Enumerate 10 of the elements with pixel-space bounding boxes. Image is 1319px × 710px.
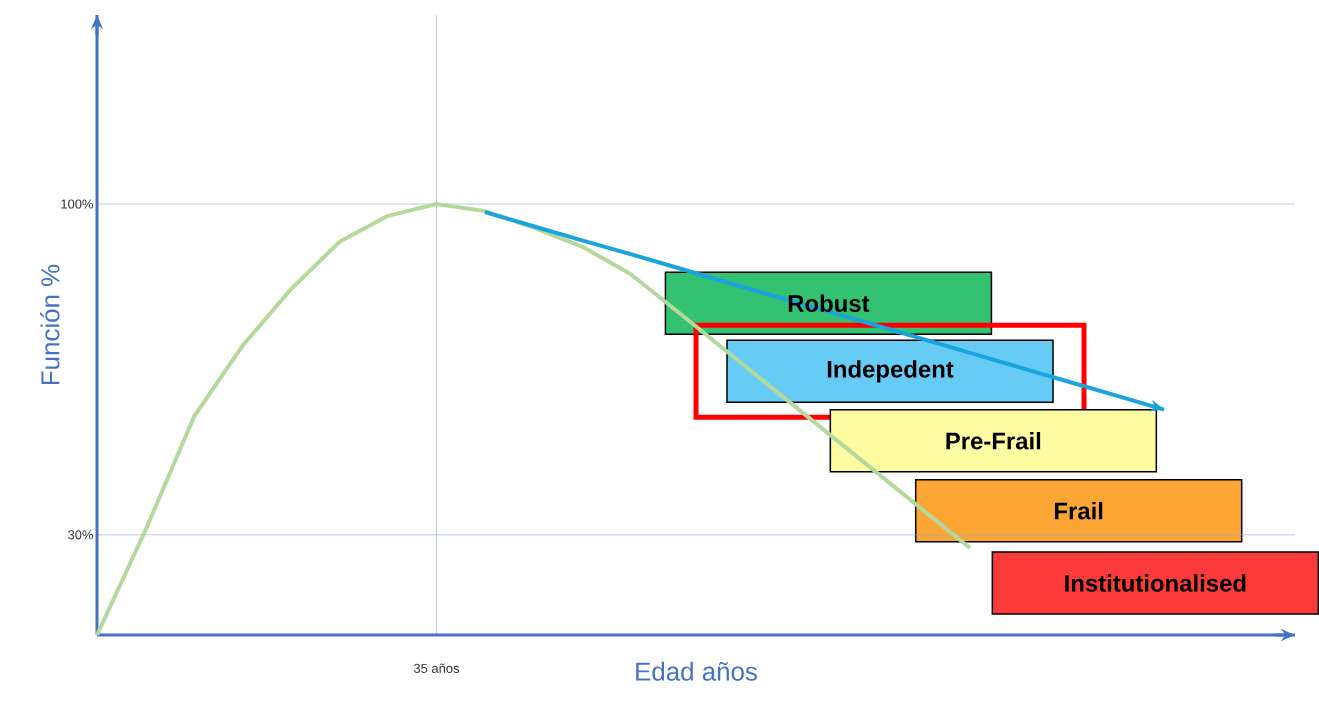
annotation: Institutionalised — [1065, 574, 1246, 592]
annotation: Indepedent — [827, 360, 954, 383]
x-tick-label: 35 años — [413, 663, 460, 673]
x-axis-title: Edad años — [636, 661, 757, 681]
y-axis-title: Función % — [40, 264, 60, 385]
annotation: Pre-Frail — [946, 431, 1041, 450]
annotation: Robust — [788, 294, 870, 313]
y-tick-label: 30% — [68, 530, 94, 540]
y-tick-label: 100% — [61, 199, 94, 209]
annotation: Frail — [1055, 501, 1103, 520]
